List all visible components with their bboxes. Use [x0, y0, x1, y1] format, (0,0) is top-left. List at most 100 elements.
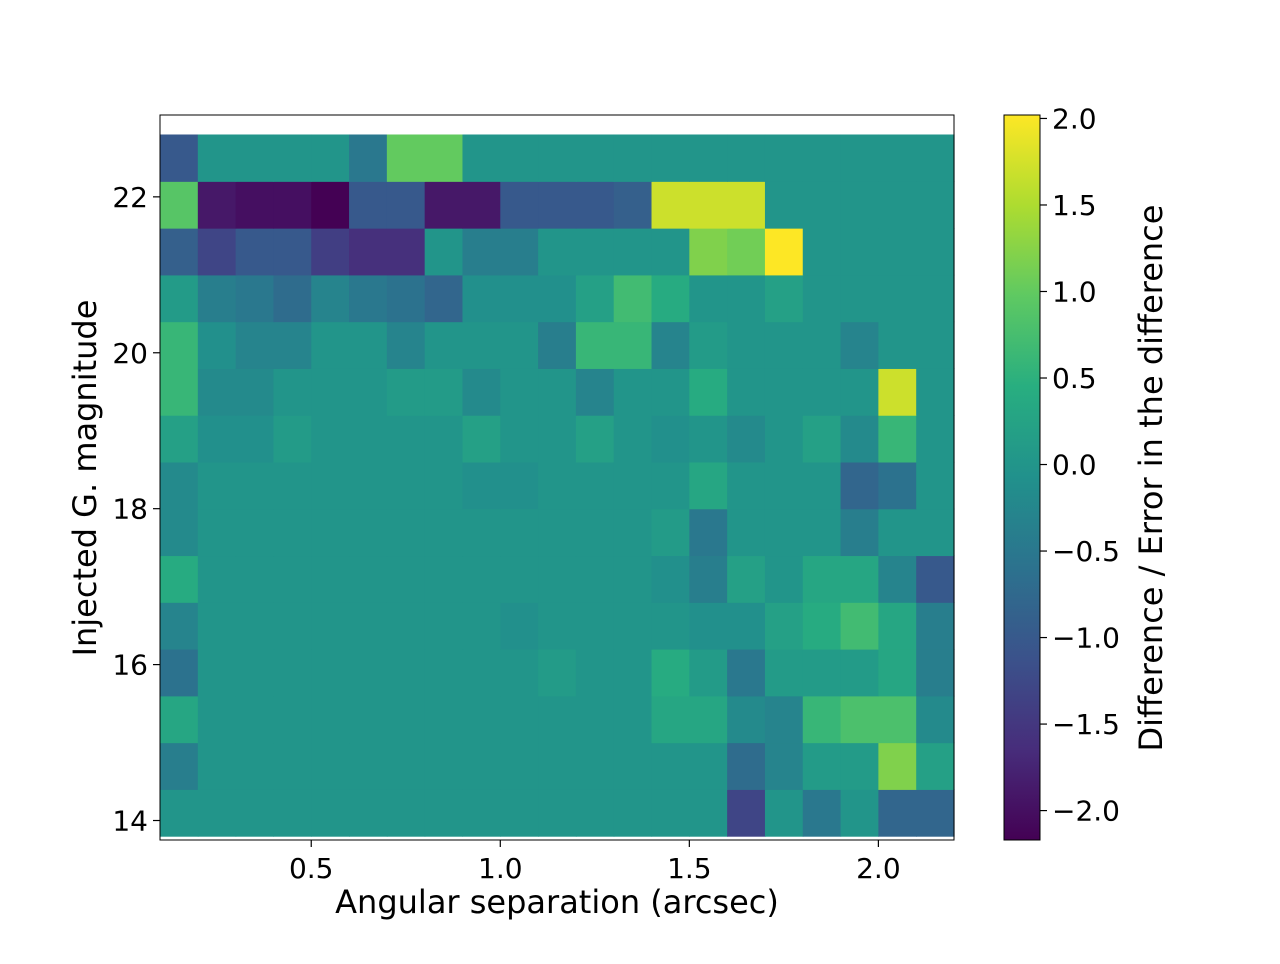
- heatmap-cell: [840, 508, 879, 557]
- heatmap-cell: [500, 508, 539, 557]
- heatmap-cell: [840, 415, 879, 463]
- heatmap-cell: [651, 134, 690, 182]
- heatmap-cell: [916, 695, 955, 744]
- heatmap-cell: [386, 228, 426, 276]
- heatmap-cell: [878, 695, 917, 744]
- heatmap-cell: [311, 602, 350, 650]
- heatmap-cell: [764, 368, 804, 416]
- heatmap-cell: [538, 461, 577, 510]
- heatmap-cell: [916, 742, 955, 790]
- heatmap-cell: [613, 602, 653, 650]
- heatmap-cell: [273, 274, 312, 323]
- heatmap-cell: [575, 695, 615, 744]
- x-tick-label: 0.5: [289, 852, 334, 885]
- heatmap-cell: [462, 742, 501, 790]
- heatmap-cell: [878, 555, 917, 603]
- heatmap-cell: [802, 321, 842, 369]
- heatmap-cell: [840, 695, 879, 744]
- heatmap-cell: [538, 368, 577, 416]
- heatmap-cell: [424, 789, 464, 837]
- heatmap-cell: [311, 789, 350, 837]
- heatmap-cell: [160, 461, 199, 510]
- heatmap-cell: [197, 555, 237, 603]
- heatmap-cell: [311, 228, 350, 276]
- heatmap-cell: [878, 134, 917, 182]
- heatmap-cell: [500, 181, 539, 229]
- heatmap-cell: [878, 602, 917, 650]
- heatmap-cell: [197, 228, 237, 276]
- heatmap-cell: [235, 508, 275, 557]
- heatmap-cell: [802, 274, 842, 323]
- heatmap-cell: [613, 695, 653, 744]
- heatmap-cell: [613, 228, 653, 276]
- heatmap-cell: [462, 461, 501, 510]
- heatmap-cell: [462, 274, 501, 323]
- heatmap-cell: [727, 461, 766, 510]
- heatmap-cell: [311, 649, 350, 697]
- x-axis: 0.5 1.0 1.5 2.0: [289, 840, 901, 885]
- heatmap-cell: [916, 228, 955, 276]
- y-tick-label: 16: [112, 649, 148, 682]
- heatmap-cell: [575, 602, 615, 650]
- heatmap-cell: [160, 742, 199, 790]
- heatmap-cell: [386, 695, 426, 744]
- heatmap-cell: [462, 695, 501, 744]
- heatmap-cell: [878, 649, 917, 697]
- heatmap-cell: [878, 742, 917, 790]
- colorbar: [1003, 114, 1041, 841]
- heatmap-cell: [500, 602, 539, 650]
- heatmap-cell: [613, 274, 653, 323]
- heatmap-cell: [689, 508, 728, 557]
- heatmap-cell: [500, 695, 539, 744]
- heatmap-cell: [613, 555, 653, 603]
- heatmap-cell: [764, 789, 804, 837]
- heatmap-cell: [349, 461, 388, 510]
- heatmap-cell: [613, 461, 653, 510]
- colorbar-tick-label: −2.0: [1052, 795, 1120, 828]
- heatmap-cell: [613, 321, 653, 369]
- heatmap-cell: [840, 789, 879, 837]
- colorbar-tick-label: 1.0: [1052, 275, 1097, 308]
- heatmap-cell: [802, 789, 842, 837]
- heatmap-cell: [651, 789, 690, 837]
- heatmap-cell: [840, 649, 879, 697]
- heatmap-cell: [424, 742, 464, 790]
- heatmap-cell: [764, 508, 804, 557]
- x-tick-label: 2.0: [856, 852, 901, 885]
- heatmap-cell: [689, 415, 728, 463]
- heatmap-cell: [424, 321, 464, 369]
- heatmap-cell: [273, 228, 312, 276]
- heatmap-cell: [349, 134, 388, 182]
- heatmap-cell: [462, 134, 501, 182]
- heatmap-cell: [651, 555, 690, 603]
- heatmap-cell: [424, 181, 464, 229]
- heatmap-cell: [500, 555, 539, 603]
- heatmap-cell: [538, 555, 577, 603]
- heatmap-cell: [651, 508, 690, 557]
- heatmap-cell: [197, 789, 237, 837]
- heatmap-cell: [160, 602, 199, 650]
- heatmap-cell: [500, 789, 539, 837]
- heatmap-cell: [764, 321, 804, 369]
- heatmap-cell: [160, 555, 199, 603]
- heatmap-cell: [651, 321, 690, 369]
- heatmap-cell: [160, 228, 199, 276]
- heatmap-cell: [840, 461, 879, 510]
- heatmap-cell: [349, 789, 388, 837]
- heatmap-cell: [424, 228, 464, 276]
- heatmap-cell: [764, 181, 804, 229]
- heatmap-cell: [764, 602, 804, 650]
- heatmap-cell: [613, 415, 653, 463]
- plot-frame: [159, 114, 955, 841]
- heatmap-cell: [538, 181, 577, 229]
- heatmap-cell: [197, 274, 237, 323]
- heatmap-cell: [462, 181, 501, 229]
- heatmap-cell: [727, 228, 766, 276]
- heatmap-cell: [538, 228, 577, 276]
- heatmap-cell: [651, 415, 690, 463]
- heatmap-cell: [613, 181, 653, 229]
- heatmap-cell: [500, 649, 539, 697]
- y-tick-label: 18: [112, 493, 148, 526]
- heatmap-cell: [386, 742, 426, 790]
